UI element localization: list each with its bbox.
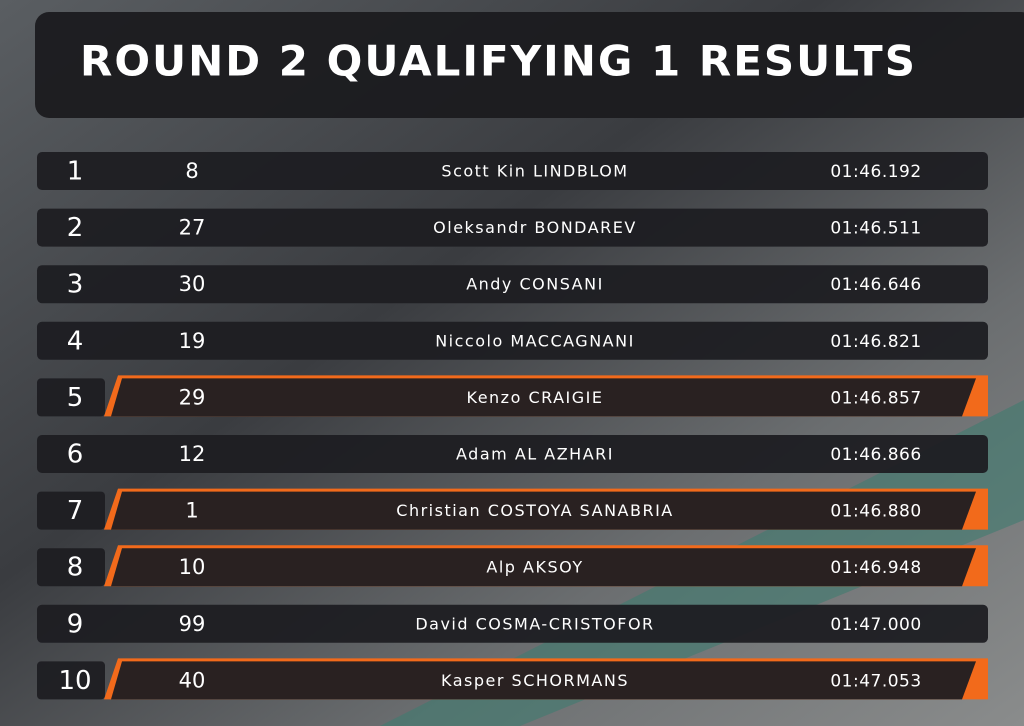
driver-name: Adam AL AZHARI [456,445,614,464]
lap-time: 01:46.511 [830,219,921,239]
row-background [37,604,988,643]
row-background [111,378,976,417]
driver-name: Christian COSTOYA SANABRIA [396,501,673,520]
lap-time: 01:46.948 [830,558,921,578]
row-background [37,152,988,190]
car-number: 40 [179,668,206,692]
row-background [37,321,988,360]
car-number: 10 [179,555,206,579]
position-cell [37,378,105,417]
position: 5 [67,383,84,413]
position: 6 [67,440,84,470]
title-box [35,12,1024,118]
car-number: 27 [179,216,206,240]
lap-time: 01:46.192 [830,162,921,182]
lap-time: 01:46.866 [830,445,921,465]
position: 3 [67,270,84,300]
position: 9 [67,609,84,639]
position: 10 [58,666,91,696]
position: 4 [67,326,84,356]
row-background [37,208,988,247]
lap-time: 01:47.053 [830,671,921,691]
driver-name: Kasper SCHORMANS [441,671,629,690]
car-number: 8 [185,159,198,183]
row-background [111,548,976,587]
driver-name: Oleksandr BONDAREV [433,218,637,237]
driver-name: Scott Kin LINDBLOM [441,162,628,181]
car-number: 1 [185,499,198,523]
position: 2 [67,213,84,243]
lap-time: 01:46.646 [830,275,921,295]
position-cell [37,548,105,587]
position: 8 [67,553,84,583]
position-cell [37,661,105,700]
position: 1 [67,157,84,187]
lap-time: 01:46.880 [830,502,921,522]
driver-name: Kenzo CRAIGIE [467,388,604,407]
row-background [37,265,988,304]
row-background [37,435,988,473]
lap-time: 01:46.821 [830,332,921,352]
car-number: 29 [179,385,206,409]
car-number: 99 [179,612,206,636]
position: 7 [67,496,84,526]
lap-time: 01:46.857 [830,388,921,408]
car-number: 30 [179,272,206,296]
driver-name: Alp AKSOY [486,558,583,577]
car-number: 19 [179,329,206,353]
driver-name: Niccolo MACCAGNANI [435,331,635,350]
driver-name: Andy CONSANI [466,275,604,294]
row-background [111,491,976,530]
driver-name: David COSMA-CRISTOFOR [415,614,654,633]
row-background [111,661,976,700]
car-number: 12 [179,442,206,466]
lap-time: 01:47.000 [830,615,921,635]
position-cell [37,491,105,530]
title: ROUND 2 QUALIFYING 1 RESULTS [80,37,917,86]
